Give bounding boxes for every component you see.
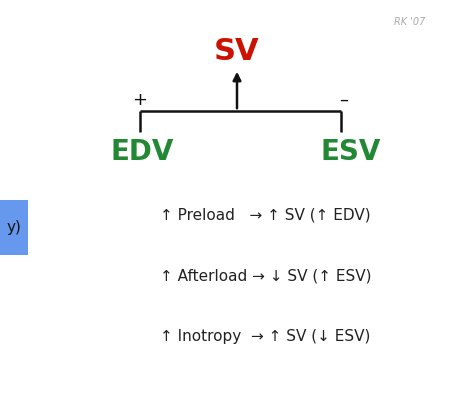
FancyBboxPatch shape	[0, 200, 28, 255]
Text: –: –	[339, 90, 348, 108]
Text: EDV: EDV	[110, 138, 174, 166]
Text: +: +	[132, 91, 147, 110]
Text: ↑ Preload   → ↑ SV (↑ EDV): ↑ Preload → ↑ SV (↑ EDV)	[160, 207, 371, 222]
Text: RK '07: RK '07	[394, 17, 426, 27]
Text: SV: SV	[214, 37, 260, 66]
Text: ESV: ESV	[320, 138, 381, 166]
Text: ↑ Afterload → ↓ SV (↑ ESV): ↑ Afterload → ↓ SV (↑ ESV)	[160, 268, 371, 283]
Text: y): y)	[7, 220, 21, 235]
Text: ↑ Inotropy  → ↑ SV (↓ ESV): ↑ Inotropy → ↑ SV (↓ ESV)	[160, 329, 371, 344]
